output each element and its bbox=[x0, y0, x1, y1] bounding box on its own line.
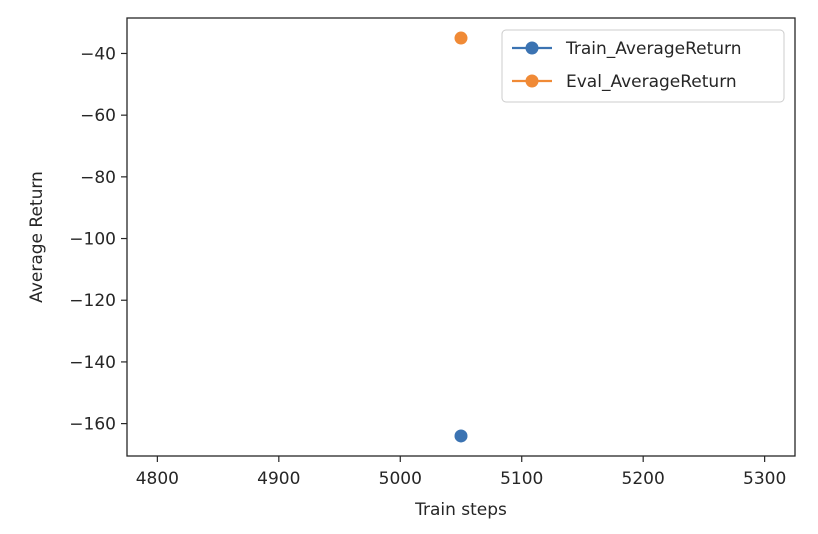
x-axis-title: Train steps bbox=[414, 500, 507, 520]
data-point-Eval_AverageReturn bbox=[454, 31, 468, 45]
legend-box bbox=[501, 29, 785, 103]
y-axis-title: Average Return bbox=[27, 171, 47, 303]
x-tick-label: 5100 bbox=[500, 469, 543, 489]
legend-label: Train_AverageReturn bbox=[565, 39, 742, 59]
plot-frame bbox=[126, 17, 796, 457]
y-tick-label: −60 bbox=[80, 106, 116, 126]
y-tick-label: −140 bbox=[69, 353, 116, 373]
y-tick-label: −100 bbox=[69, 230, 116, 250]
data-point-Train_AverageReturn bbox=[454, 429, 468, 443]
y-tick-label: −40 bbox=[80, 44, 116, 64]
legend-marker bbox=[525, 41, 539, 55]
x-tick-label: 5000 bbox=[379, 469, 422, 489]
y-tick-label: −80 bbox=[80, 168, 116, 188]
legend-label: Eval_AverageReturn bbox=[566, 72, 737, 92]
y-tick-label: −120 bbox=[69, 291, 116, 311]
x-tick-label: 4800 bbox=[136, 469, 179, 489]
x-tick-label: 5200 bbox=[622, 469, 665, 489]
legend-marker bbox=[525, 74, 539, 88]
x-tick-label: 4900 bbox=[257, 469, 300, 489]
y-tick-label: −160 bbox=[69, 415, 116, 435]
x-tick-label: 5300 bbox=[743, 469, 786, 489]
